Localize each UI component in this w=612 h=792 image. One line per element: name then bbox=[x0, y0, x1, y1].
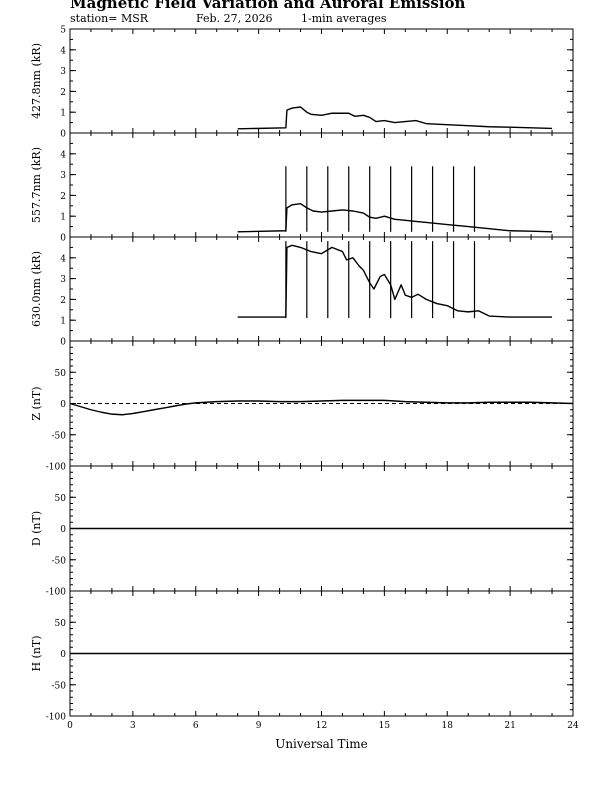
x-tick-label: 21 bbox=[504, 721, 515, 731]
panel-frame-5577 bbox=[69, 132, 574, 238]
y-tick-label: 3 bbox=[60, 171, 66, 181]
y-tick-label: -50 bbox=[52, 556, 67, 566]
y-tick-label: -50 bbox=[52, 681, 67, 691]
y-tick-label: -100 bbox=[46, 588, 66, 598]
panel-frame-4278 bbox=[69, 28, 574, 134]
y-tick-label: 0 bbox=[60, 400, 66, 410]
y-axis-label-D: D (nT) bbox=[30, 511, 43, 546]
chart-title: Magnetic Field Variation and Auroral Emi… bbox=[70, 0, 466, 12]
series-line-Z bbox=[69, 399, 574, 416]
series-line-5577 bbox=[237, 203, 553, 233]
y-tick-label: 4 bbox=[60, 254, 66, 264]
x-tick-label: 18 bbox=[442, 721, 454, 731]
y-tick-label: 1 bbox=[60, 109, 66, 119]
y-tick-label: 5 bbox=[60, 26, 66, 36]
y-tick-label: 0 bbox=[60, 234, 66, 244]
y-tick-label: 3 bbox=[60, 275, 66, 285]
x-tick-label: 3 bbox=[130, 721, 136, 731]
y-tick-label: 2 bbox=[60, 192, 66, 202]
averaging-label: 1-min averages bbox=[301, 12, 387, 25]
panel-frame-6300 bbox=[69, 236, 574, 342]
x-tick-label: 12 bbox=[316, 721, 327, 731]
y-tick-label: -50 bbox=[52, 431, 67, 441]
y-tick-label: 0 bbox=[60, 338, 66, 348]
y-tick-label: 50 bbox=[55, 369, 67, 379]
y-tick-label: 2 bbox=[60, 88, 66, 98]
y-axis-label-6300: 630.0nm (kR) bbox=[30, 251, 43, 327]
x-axis-label: Universal Time bbox=[275, 737, 368, 751]
x-tick-label: 6 bbox=[193, 721, 199, 731]
y-tick-label: -100 bbox=[46, 463, 66, 473]
y-tick-label: 4 bbox=[60, 46, 66, 56]
station-label: station= MSR bbox=[70, 12, 149, 25]
y-tick-label: 4 bbox=[60, 150, 66, 160]
y-tick-label: 3 bbox=[60, 67, 66, 77]
y-tick-label: 0 bbox=[60, 525, 66, 535]
y-axis-label-Z: Z (nT) bbox=[30, 386, 43, 420]
date-label: Feb. 27, 2026 bbox=[196, 12, 273, 25]
x-tick-label: 24 bbox=[567, 721, 579, 731]
y-tick-label: 1 bbox=[60, 213, 66, 223]
x-tick-label: 9 bbox=[256, 721, 262, 731]
y-axis-label-4278: 427.8nm (kR) bbox=[30, 43, 43, 119]
series-line-4278 bbox=[237, 106, 553, 130]
series-line-6300 bbox=[237, 244, 553, 318]
y-tick-label: 50 bbox=[55, 619, 67, 629]
y-tick-label: -100 bbox=[46, 713, 66, 723]
y-tick-label: 50 bbox=[55, 494, 67, 504]
x-tick-label: 15 bbox=[379, 721, 391, 731]
y-tick-label: 0 bbox=[60, 130, 66, 140]
x-tick-label: 0 bbox=[67, 721, 73, 731]
y-tick-label: 2 bbox=[60, 296, 66, 306]
y-axis-label-5577: 557.7nm (kR) bbox=[30, 147, 43, 223]
y-tick-label: 0 bbox=[60, 650, 66, 660]
y-tick-label: 1 bbox=[60, 317, 66, 327]
y-axis-label-H: H (nT) bbox=[30, 635, 43, 671]
